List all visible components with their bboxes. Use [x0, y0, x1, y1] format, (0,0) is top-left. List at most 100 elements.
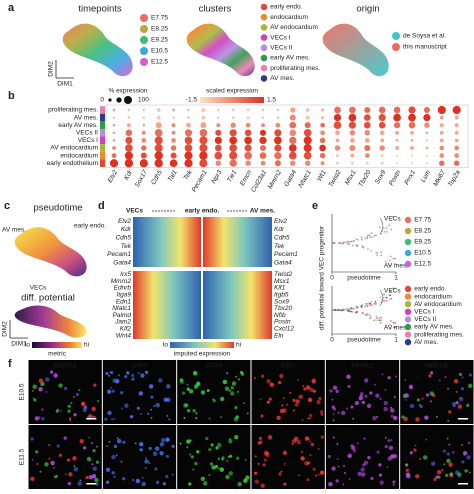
trajectory-point [366, 304, 368, 306]
cell [332, 413, 335, 416]
cell [345, 407, 348, 410]
cell [468, 441, 471, 444]
cell [111, 454, 116, 460]
cell [332, 419, 335, 422]
legend-swatch [404, 339, 412, 346]
expression-dot [437, 105, 446, 115]
cell [111, 418, 114, 421]
cell [120, 391, 124, 395]
expression-dot [231, 116, 235, 119]
trajectory-point [375, 252, 378, 254]
expression-dot [124, 159, 134, 168]
expression-dot [246, 108, 250, 112]
gene-label: Emcn [239, 169, 254, 187]
expression-dot [199, 159, 208, 168]
cell [189, 453, 192, 456]
trajectory-point [385, 296, 388, 299]
cell [94, 477, 99, 483]
cell [194, 462, 198, 466]
gene-label: Npr3 [210, 169, 223, 185]
cell [422, 455, 428, 460]
expression-dot [425, 146, 429, 150]
trajectory-point [367, 234, 369, 237]
cell [283, 462, 286, 465]
trajectory-point [389, 294, 392, 297]
cell [286, 403, 289, 406]
cell [58, 453, 63, 457]
cell [347, 384, 351, 389]
colorbar-label: hi [236, 342, 241, 349]
expression-dot [171, 123, 176, 128]
gene-label: Tie1 [226, 169, 239, 184]
gene-label: Twist2 [328, 169, 343, 189]
cell [458, 372, 463, 376]
panel-title: origin [356, 4, 379, 15]
cell [75, 392, 80, 397]
cell [307, 397, 313, 403]
cell [188, 389, 194, 394]
cell [435, 475, 439, 479]
legend-swatch [404, 323, 412, 331]
cell [393, 415, 398, 421]
cell [104, 417, 108, 421]
cell [307, 417, 310, 420]
cell [233, 417, 239, 422]
gene-label: Eln [274, 332, 284, 339]
cell [335, 479, 339, 483]
trajectory-point [389, 320, 392, 322]
expression-dot [156, 115, 161, 120]
cell [331, 398, 334, 401]
cell [419, 458, 422, 461]
cell [67, 481, 71, 486]
cell [327, 454, 331, 459]
cell [33, 398, 37, 402]
umap-blob [322, 23, 389, 77]
cell [378, 473, 383, 477]
cell [205, 437, 209, 441]
expression-dot [245, 122, 251, 128]
gene-label: Palmd [113, 312, 132, 319]
trajectory-point [369, 302, 372, 305]
gene-label: Cdh5 [150, 169, 164, 186]
legend-swatch [404, 316, 412, 323]
cell [379, 397, 382, 400]
cell [230, 391, 235, 396]
cell [318, 396, 322, 401]
trajectory-point [389, 264, 392, 267]
cell [135, 478, 141, 484]
gene-label: Postn [388, 169, 403, 187]
trajectory-point [356, 245, 359, 247]
cell [147, 412, 150, 415]
cell [442, 449, 446, 453]
expression-dot [274, 160, 281, 167]
cell [220, 416, 223, 419]
expression-dot [142, 123, 146, 127]
expression-dot [319, 152, 326, 159]
legend-tick: 100 [138, 97, 149, 104]
cell [159, 450, 164, 456]
umap-blob [62, 23, 133, 77]
gene-label: Tal1 [167, 169, 179, 183]
expression-dot [452, 105, 461, 115]
cell [38, 387, 43, 392]
cell [141, 481, 146, 487]
cell [431, 461, 436, 466]
cell [245, 475, 250, 480]
gene-label: Kdr [121, 226, 132, 233]
cell [144, 370, 149, 374]
trajectory-point [365, 302, 367, 305]
cell [409, 403, 415, 409]
cell [302, 384, 305, 387]
legend-swatch [404, 216, 412, 224]
trajectory-point [371, 304, 373, 306]
heatmap [133, 217, 201, 267]
expression-dot [262, 116, 264, 119]
expression-dot [396, 162, 399, 165]
cell [238, 378, 241, 381]
expression-dot [259, 144, 267, 152]
cell [79, 439, 84, 444]
legend-swatch [140, 58, 148, 66]
cell [230, 386, 234, 390]
trajectory-point [348, 243, 351, 246]
cell [466, 403, 470, 407]
